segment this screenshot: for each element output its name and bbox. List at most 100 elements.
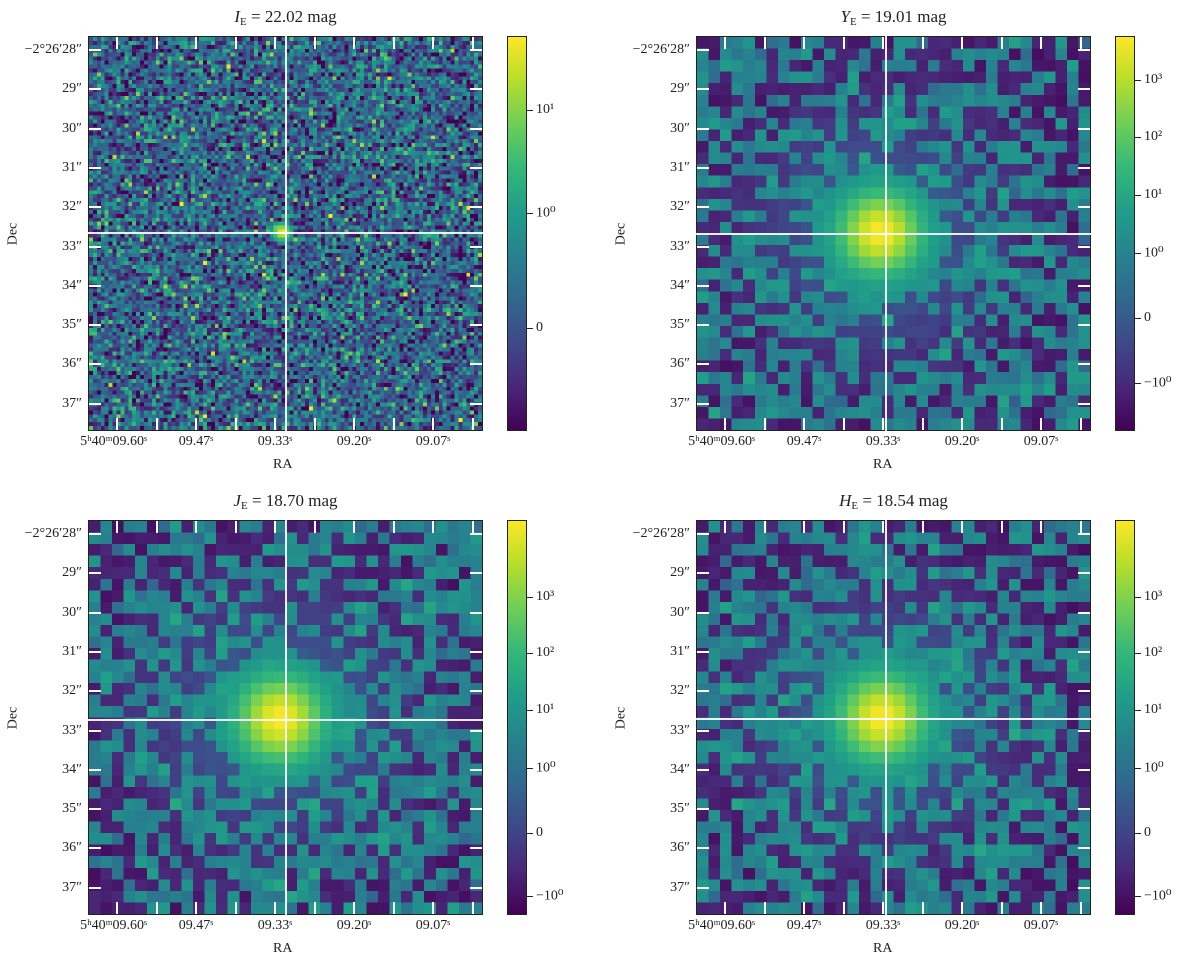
colorbar-tick-label: 10⁰ xyxy=(1144,245,1164,261)
colorbar-tick-mark xyxy=(527,328,533,329)
dec-tick-mark xyxy=(697,88,709,91)
dec-tick-label: −2°26′28″ xyxy=(24,526,82,541)
dec-tick-mark xyxy=(697,886,709,889)
ra-tick-label: 09.20ˢ xyxy=(944,918,980,933)
colorbar-tick-label: −10⁰ xyxy=(1144,888,1172,904)
dec-tick-mark xyxy=(1078,284,1090,287)
ra-tick-mark xyxy=(1079,37,1082,49)
colorbar-tick-label: 10¹ xyxy=(1144,702,1163,717)
colorbar-tick-mark xyxy=(527,833,533,834)
ra-tick-mark xyxy=(882,521,884,533)
dec-tick-mark xyxy=(470,284,482,287)
ra-tick-mark xyxy=(842,37,845,49)
dec-tick-mark xyxy=(89,650,101,653)
dec-tick-mark xyxy=(1078,808,1090,811)
dec-tick-mark xyxy=(1078,245,1090,248)
colorbar-tick-mark xyxy=(527,653,533,654)
title-magnitude: = 22.02 mag xyxy=(246,7,337,26)
ra-tick-mark xyxy=(116,521,118,533)
dec-tick-label: 35″ xyxy=(670,317,690,333)
colorbar-tick-mark xyxy=(527,213,533,214)
colorbar-tick-mark xyxy=(527,597,533,598)
colorbar-tick-label: 10¹ xyxy=(1144,187,1163,202)
dec-tick-mark xyxy=(89,690,101,693)
title-band: Y xyxy=(840,7,850,26)
dec-tick-mark xyxy=(1078,402,1090,405)
dec-tick-label: 29″ xyxy=(62,565,82,581)
panel-title: IE = 22.02 mag xyxy=(88,7,483,28)
dec-tick-mark xyxy=(697,127,709,130)
ra-tick-mark xyxy=(116,37,118,49)
crosshair-vertical xyxy=(285,36,287,431)
ra-tick-label: 09.33ˢ xyxy=(865,918,901,933)
dec-tick-mark xyxy=(89,284,101,287)
ra-tick-label: 09.33ˢ xyxy=(865,434,901,449)
ra-tick-mark xyxy=(882,37,884,49)
dec-tick-mark xyxy=(697,363,709,366)
dec-tick-mark xyxy=(470,808,482,811)
title-subscript: E xyxy=(240,16,247,28)
dec-tick-label: 34″ xyxy=(670,761,690,777)
dec-tick-mark xyxy=(470,768,482,771)
y-axis-label: Dec xyxy=(5,222,21,245)
dec-tick-label: 36″ xyxy=(62,356,82,372)
ra-tick-mark xyxy=(803,37,805,49)
x-axis-label: RA xyxy=(873,941,893,956)
ra-tick-mark xyxy=(763,521,766,533)
panel-title: HE = 18.54 mag xyxy=(696,491,1091,512)
ra-tick-mark xyxy=(803,521,805,533)
dec-tick-label: 33″ xyxy=(62,722,82,738)
ra-tick-label: 09.20ˢ xyxy=(336,918,372,933)
dec-tick-label: 37″ xyxy=(670,395,690,411)
ra-tick-mark xyxy=(763,37,766,49)
ra-tick-label: 5ʰ40ᵐ09.60ˢ xyxy=(688,918,755,933)
title-band: H xyxy=(839,491,852,510)
ra-tick-mark xyxy=(961,521,963,533)
dec-tick-mark xyxy=(470,166,482,169)
title-subscript: E xyxy=(851,500,859,512)
colorbar-tick-mark xyxy=(527,110,533,111)
dec-tick-label: 35″ xyxy=(670,801,690,817)
ra-tick-mark xyxy=(471,37,474,49)
colorbar-tick-label: 10³ xyxy=(1144,72,1163,87)
colorbar-tick-mark xyxy=(1135,318,1141,319)
dec-tick-mark xyxy=(470,49,482,51)
dec-tick-label: 30″ xyxy=(670,120,690,136)
ra-tick-mark xyxy=(313,521,316,533)
ra-tick-label: 09.47ˢ xyxy=(178,434,214,449)
colorbar-tick-mark xyxy=(1135,253,1141,254)
ra-tick-mark xyxy=(1000,521,1003,533)
colorbar-tick-label: 10⁰ xyxy=(1144,760,1164,776)
ra-tick-mark xyxy=(432,521,434,533)
dec-tick-mark xyxy=(697,402,709,405)
dec-tick-label: 37″ xyxy=(62,395,82,411)
colorbar-tick-label: 0 xyxy=(536,825,543,840)
dec-tick-mark xyxy=(1078,690,1090,693)
dec-tick-mark xyxy=(89,886,101,889)
dec-tick-mark xyxy=(89,768,101,771)
colorbar-tick-label: 10⁰ xyxy=(536,760,556,776)
colorbar-tick-mark xyxy=(1135,710,1141,711)
ra-tick-mark xyxy=(274,521,276,533)
ra-tick-mark xyxy=(842,902,845,914)
dec-tick-mark xyxy=(89,166,101,169)
dec-tick-mark xyxy=(89,808,101,811)
crosshair-horizontal xyxy=(88,232,483,234)
dec-tick-label: −2°26′28″ xyxy=(632,42,690,57)
dec-tick-mark xyxy=(697,533,709,535)
dec-tick-label: 30″ xyxy=(62,604,82,620)
dec-tick-mark xyxy=(697,166,709,169)
colorbar-tick-mark xyxy=(1135,383,1141,384)
dec-tick-mark xyxy=(470,572,482,575)
dec-tick-label: 31″ xyxy=(62,159,82,175)
dec-tick-mark xyxy=(470,729,482,732)
dec-tick-mark xyxy=(697,650,709,653)
dec-tick-mark xyxy=(697,847,709,850)
ra-tick-mark xyxy=(234,418,237,430)
colorbar-tick-label: 0 xyxy=(1144,310,1151,325)
dec-tick-label: 31″ xyxy=(670,159,690,175)
dec-tick-label: 33″ xyxy=(62,238,82,254)
ra-tick-label: 09.33ˢ xyxy=(257,918,293,933)
ra-tick-mark xyxy=(195,418,197,430)
title-band: I xyxy=(234,7,241,26)
